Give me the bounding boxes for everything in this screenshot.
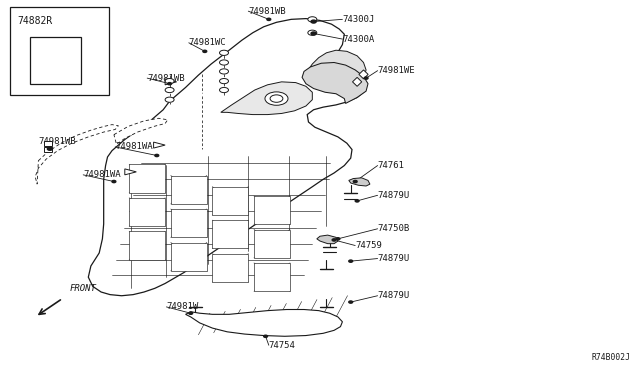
Text: 74882R: 74882R [17, 16, 52, 26]
Text: 74981WB: 74981WB [38, 137, 76, 146]
Text: 74981WB: 74981WB [147, 74, 185, 83]
Circle shape [165, 97, 174, 102]
Circle shape [203, 50, 207, 52]
Circle shape [353, 180, 357, 183]
Text: 74981WA: 74981WA [83, 170, 121, 179]
Circle shape [308, 30, 317, 35]
Circle shape [364, 77, 368, 79]
Polygon shape [129, 164, 165, 193]
Polygon shape [44, 147, 52, 152]
Text: 74879U: 74879U [378, 191, 410, 200]
Circle shape [267, 18, 271, 20]
Polygon shape [307, 50, 366, 90]
Circle shape [168, 83, 172, 85]
Polygon shape [30, 37, 81, 84]
Circle shape [220, 69, 228, 74]
Circle shape [165, 78, 174, 84]
Polygon shape [254, 196, 290, 224]
Circle shape [332, 239, 336, 241]
Polygon shape [212, 187, 248, 215]
Circle shape [355, 200, 359, 202]
Polygon shape [129, 198, 165, 226]
Polygon shape [317, 235, 338, 244]
Text: 74981WE: 74981WE [378, 66, 415, 75]
Text: 74761: 74761 [378, 161, 404, 170]
Circle shape [155, 154, 159, 157]
Polygon shape [212, 220, 248, 248]
Circle shape [265, 92, 288, 105]
Circle shape [264, 335, 268, 337]
Circle shape [349, 260, 353, 262]
Polygon shape [44, 141, 52, 146]
Polygon shape [171, 209, 207, 237]
Polygon shape [125, 169, 136, 175]
Circle shape [311, 20, 316, 23]
Circle shape [308, 17, 317, 22]
Text: 74981WC: 74981WC [189, 38, 227, 47]
Polygon shape [186, 310, 342, 336]
Polygon shape [165, 79, 177, 85]
Text: 74981WB: 74981WB [248, 7, 286, 16]
Polygon shape [212, 254, 248, 282]
Polygon shape [154, 142, 165, 148]
Text: 74879U: 74879U [378, 291, 410, 300]
Circle shape [349, 301, 353, 303]
Circle shape [220, 50, 228, 55]
Circle shape [270, 95, 283, 102]
Circle shape [47, 147, 52, 150]
Text: 74879U: 74879U [378, 254, 410, 263]
Polygon shape [359, 70, 368, 79]
Circle shape [112, 180, 116, 183]
Text: 74759: 74759 [355, 241, 382, 250]
Polygon shape [114, 118, 168, 144]
Polygon shape [171, 176, 207, 204]
Polygon shape [353, 77, 362, 86]
Text: 74981W: 74981W [166, 302, 198, 311]
Circle shape [336, 238, 340, 240]
Text: 74300A: 74300A [342, 35, 374, 44]
Text: 74300J: 74300J [342, 15, 374, 24]
Polygon shape [349, 178, 370, 186]
Circle shape [220, 60, 228, 65]
Circle shape [311, 32, 316, 35]
Circle shape [165, 87, 174, 93]
Polygon shape [254, 230, 290, 258]
Polygon shape [88, 19, 366, 296]
Circle shape [189, 312, 193, 314]
Text: R74B002J: R74B002J [591, 353, 630, 362]
Polygon shape [35, 125, 118, 184]
Text: 74750B: 74750B [378, 224, 410, 233]
Polygon shape [171, 243, 207, 271]
Circle shape [220, 87, 228, 93]
Polygon shape [129, 231, 165, 260]
Circle shape [220, 78, 228, 84]
Polygon shape [254, 263, 290, 291]
Text: 74754: 74754 [269, 341, 296, 350]
Polygon shape [10, 7, 109, 95]
Text: FRONT: FRONT [69, 284, 96, 293]
Text: 74981WA: 74981WA [115, 142, 153, 151]
Polygon shape [221, 82, 312, 115]
Polygon shape [302, 62, 368, 103]
